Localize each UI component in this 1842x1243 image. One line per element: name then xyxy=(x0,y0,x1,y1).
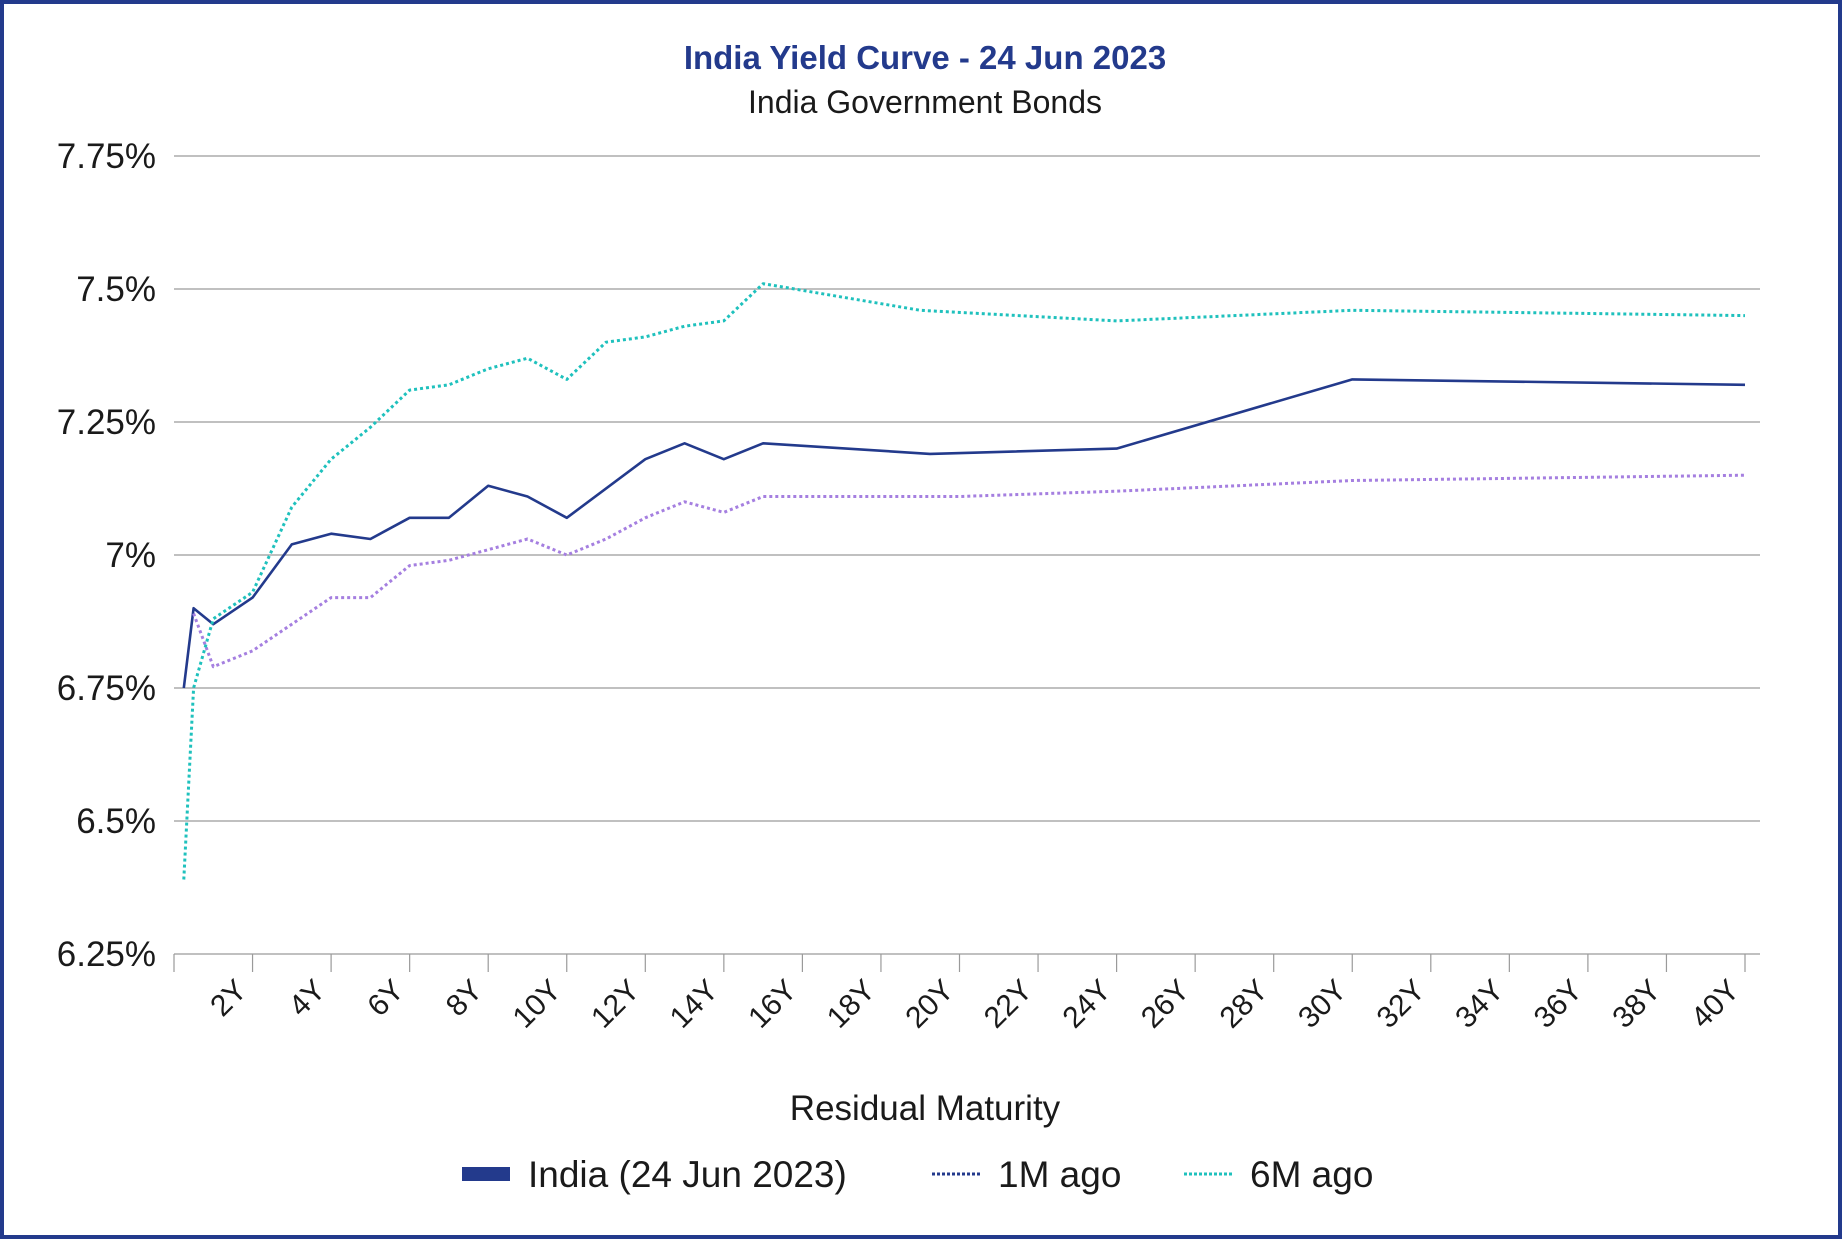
x-tick-label: 12Y xyxy=(585,974,646,1035)
x-tick-label: 14Y xyxy=(664,974,725,1035)
x-tick-label: 40Y xyxy=(1685,974,1746,1035)
y-tick-label: 6.5% xyxy=(76,802,156,841)
series-line-1 xyxy=(182,378,1746,689)
series-line-3 xyxy=(182,282,1746,880)
x-tick-label: 22Y xyxy=(978,974,1039,1035)
y-tick-label: 6.25% xyxy=(57,935,156,974)
y-tick-label: 7.75% xyxy=(57,137,156,176)
legend-label: 1M ago xyxy=(998,1154,1121,1195)
series-line-2 xyxy=(192,473,1746,669)
series-layer xyxy=(182,282,1746,880)
x-tick-label: 36Y xyxy=(1528,974,1589,1035)
legend-label: 6M ago xyxy=(1250,1154,1373,1195)
x-tick-label: 30Y xyxy=(1292,974,1353,1035)
y-tick-label: 7.25% xyxy=(57,403,156,442)
x-tick-label: 2Y xyxy=(204,974,253,1023)
yield-curve-chart: India Yield Curve - 24 Jun 2023 India Go… xyxy=(57,39,1760,1195)
x-axis-label: Residual Maturity xyxy=(790,1089,1061,1128)
x-tick-label: 28Y xyxy=(1214,974,1275,1035)
y-tick-label: 6.75% xyxy=(57,669,156,708)
grid-layer xyxy=(174,155,1760,822)
legend: India (24 Jun 2023) 1M ago 6M ago xyxy=(462,1154,1373,1195)
x-tick-label: 24Y xyxy=(1056,974,1117,1035)
y-tick-label: 7.5% xyxy=(76,270,156,309)
x-tick-label: 16Y xyxy=(742,974,803,1035)
axis-layer: 6.25% 6.5% 6.75% 7% 7.25% 7.5% 7.75% 2Y 4Y 6Y 8Y 10… xyxy=(57,137,1760,1035)
legend-swatch-solid xyxy=(462,1167,510,1181)
x-tick-label: 26Y xyxy=(1135,974,1196,1035)
x-tick-label: 10Y xyxy=(507,974,568,1035)
x-tick-label: 18Y xyxy=(821,974,882,1035)
chart-subtitle: India Government Bonds xyxy=(748,84,1102,120)
y-tick-label: 7% xyxy=(105,536,156,575)
x-tick-label: 4Y xyxy=(283,974,332,1023)
x-tick-label: 32Y xyxy=(1371,974,1432,1035)
x-tick-label: 20Y xyxy=(899,974,960,1035)
x-tick-label: 8Y xyxy=(440,974,489,1023)
x-tick-label: 38Y xyxy=(1606,974,1667,1035)
chart-title: India Yield Curve - 24 Jun 2023 xyxy=(684,39,1166,76)
x-tick-label: 6Y xyxy=(361,974,410,1023)
legend-label: India (24 Jun 2023) xyxy=(528,1154,847,1195)
x-tick-label: 34Y xyxy=(1449,974,1510,1035)
